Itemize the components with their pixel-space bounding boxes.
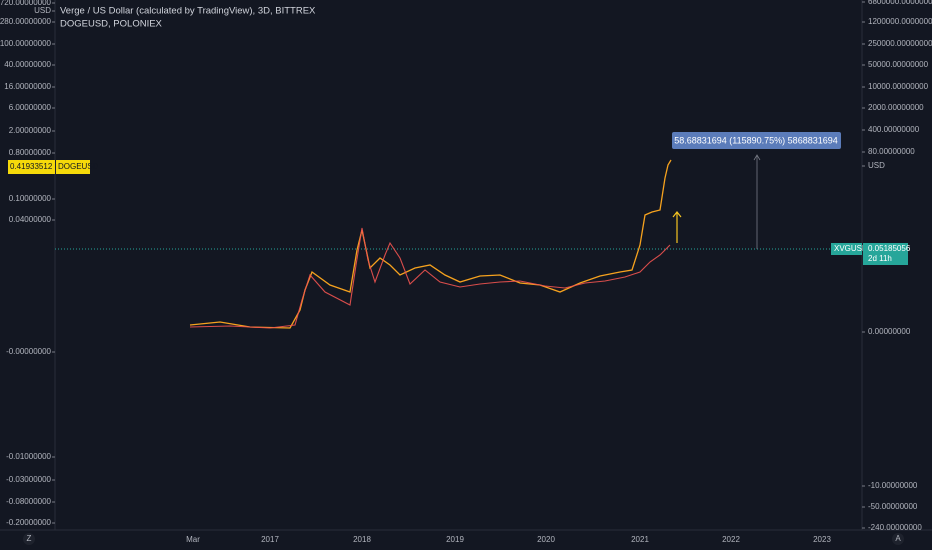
right-axis-label: -50.00000000 bbox=[868, 502, 918, 511]
left-axis-label: 0.80000000 bbox=[9, 148, 52, 157]
xvg-countdown: 2d 11h bbox=[868, 254, 892, 263]
left-corner-button[interactable] bbox=[23, 533, 35, 545]
left-axis-label: -0.03000000 bbox=[6, 475, 51, 484]
doge-price-line bbox=[189, 159, 672, 329]
left-axis-label: 2.00000000 bbox=[9, 126, 52, 135]
time-axis-label: 2017 bbox=[261, 535, 279, 544]
left-axis-label: -0.01000000 bbox=[6, 452, 51, 461]
left-axis-label: 40.00000000 bbox=[4, 60, 51, 69]
right-axis-label: 2000.00000000 bbox=[868, 103, 924, 112]
left-axis-label: -0.00000000 bbox=[6, 347, 51, 356]
left-axis-label: 280.00000000 bbox=[0, 17, 52, 26]
right-corner-label[interactable]: A bbox=[895, 534, 901, 543]
left-axis-label: 720.00000000 bbox=[0, 0, 52, 7]
right-axis-label: 50000.00000000 bbox=[868, 60, 929, 69]
xvg-price: 0.05185056 bbox=[868, 244, 911, 253]
compare-symbol: DOGEUSD, POLONIEX bbox=[60, 19, 163, 30]
right-axis-label: 400.00000000 bbox=[868, 125, 920, 134]
doge-price: 0.41933512 bbox=[10, 162, 53, 171]
right-axis-label: 10000.00000000 bbox=[868, 82, 929, 91]
time-axis-label: 2021 bbox=[631, 535, 649, 544]
left-corner-label[interactable]: Z bbox=[27, 534, 32, 543]
right-axis-label: -240.00000000 bbox=[868, 523, 922, 532]
right-axis-label: 250000.00000000 bbox=[868, 39, 932, 48]
yellow-arrowhead bbox=[672, 211, 682, 218]
right-axis-label: 1200000.00000000 bbox=[868, 17, 932, 26]
time-axis-label: 2022 bbox=[722, 535, 740, 544]
xvg-price-line bbox=[189, 227, 671, 329]
left-axis-label: -0.08000000 bbox=[6, 497, 51, 506]
doge-symbol-badge bbox=[56, 160, 90, 174]
right-corner-button[interactable] bbox=[892, 533, 904, 545]
xvg-price-badge bbox=[863, 243, 908, 265]
time-axis-label: 2019 bbox=[446, 535, 464, 544]
left-axis-label: USD bbox=[34, 6, 51, 15]
time-axis-label: Mar bbox=[186, 535, 200, 544]
left-axis-label: 16.00000000 bbox=[4, 82, 51, 91]
left-axis-label: -0.20000000 bbox=[6, 518, 51, 527]
measure-arrowhead bbox=[753, 154, 761, 161]
right-axis-label: -10.00000000 bbox=[868, 481, 918, 490]
time-axis-label: 2023 bbox=[813, 535, 831, 544]
xvg-symbol-badge bbox=[831, 243, 862, 255]
left-axis-label: 0.04000000 bbox=[9, 215, 52, 224]
time-axis-label: 2018 bbox=[353, 535, 371, 544]
left-axis-label: 100.00000000 bbox=[0, 39, 52, 48]
left-axis-label: 6.00000000 bbox=[9, 103, 52, 112]
doge-symbol: DOGEUSD bbox=[58, 162, 99, 171]
time-axis-label: 2020 bbox=[537, 535, 555, 544]
right-axis-label: 80.00000000 bbox=[868, 147, 915, 156]
right-axis-label: USD bbox=[868, 161, 885, 170]
chart-title: Verge / US Dollar (calculated by Trading… bbox=[60, 6, 316, 17]
xvg-symbol: XVGUSD bbox=[834, 244, 868, 253]
right-axis-label: 0.00000000 bbox=[868, 327, 911, 336]
measure-label: 58.68831694 (115890.75%) 5868831694 bbox=[674, 135, 837, 145]
left-axis-label: 0.10000000 bbox=[9, 194, 52, 203]
right-axis-label: 6800000.00000000 bbox=[868, 0, 932, 6]
doge-price-badge bbox=[8, 160, 55, 174]
measure-label-box bbox=[672, 132, 841, 149]
